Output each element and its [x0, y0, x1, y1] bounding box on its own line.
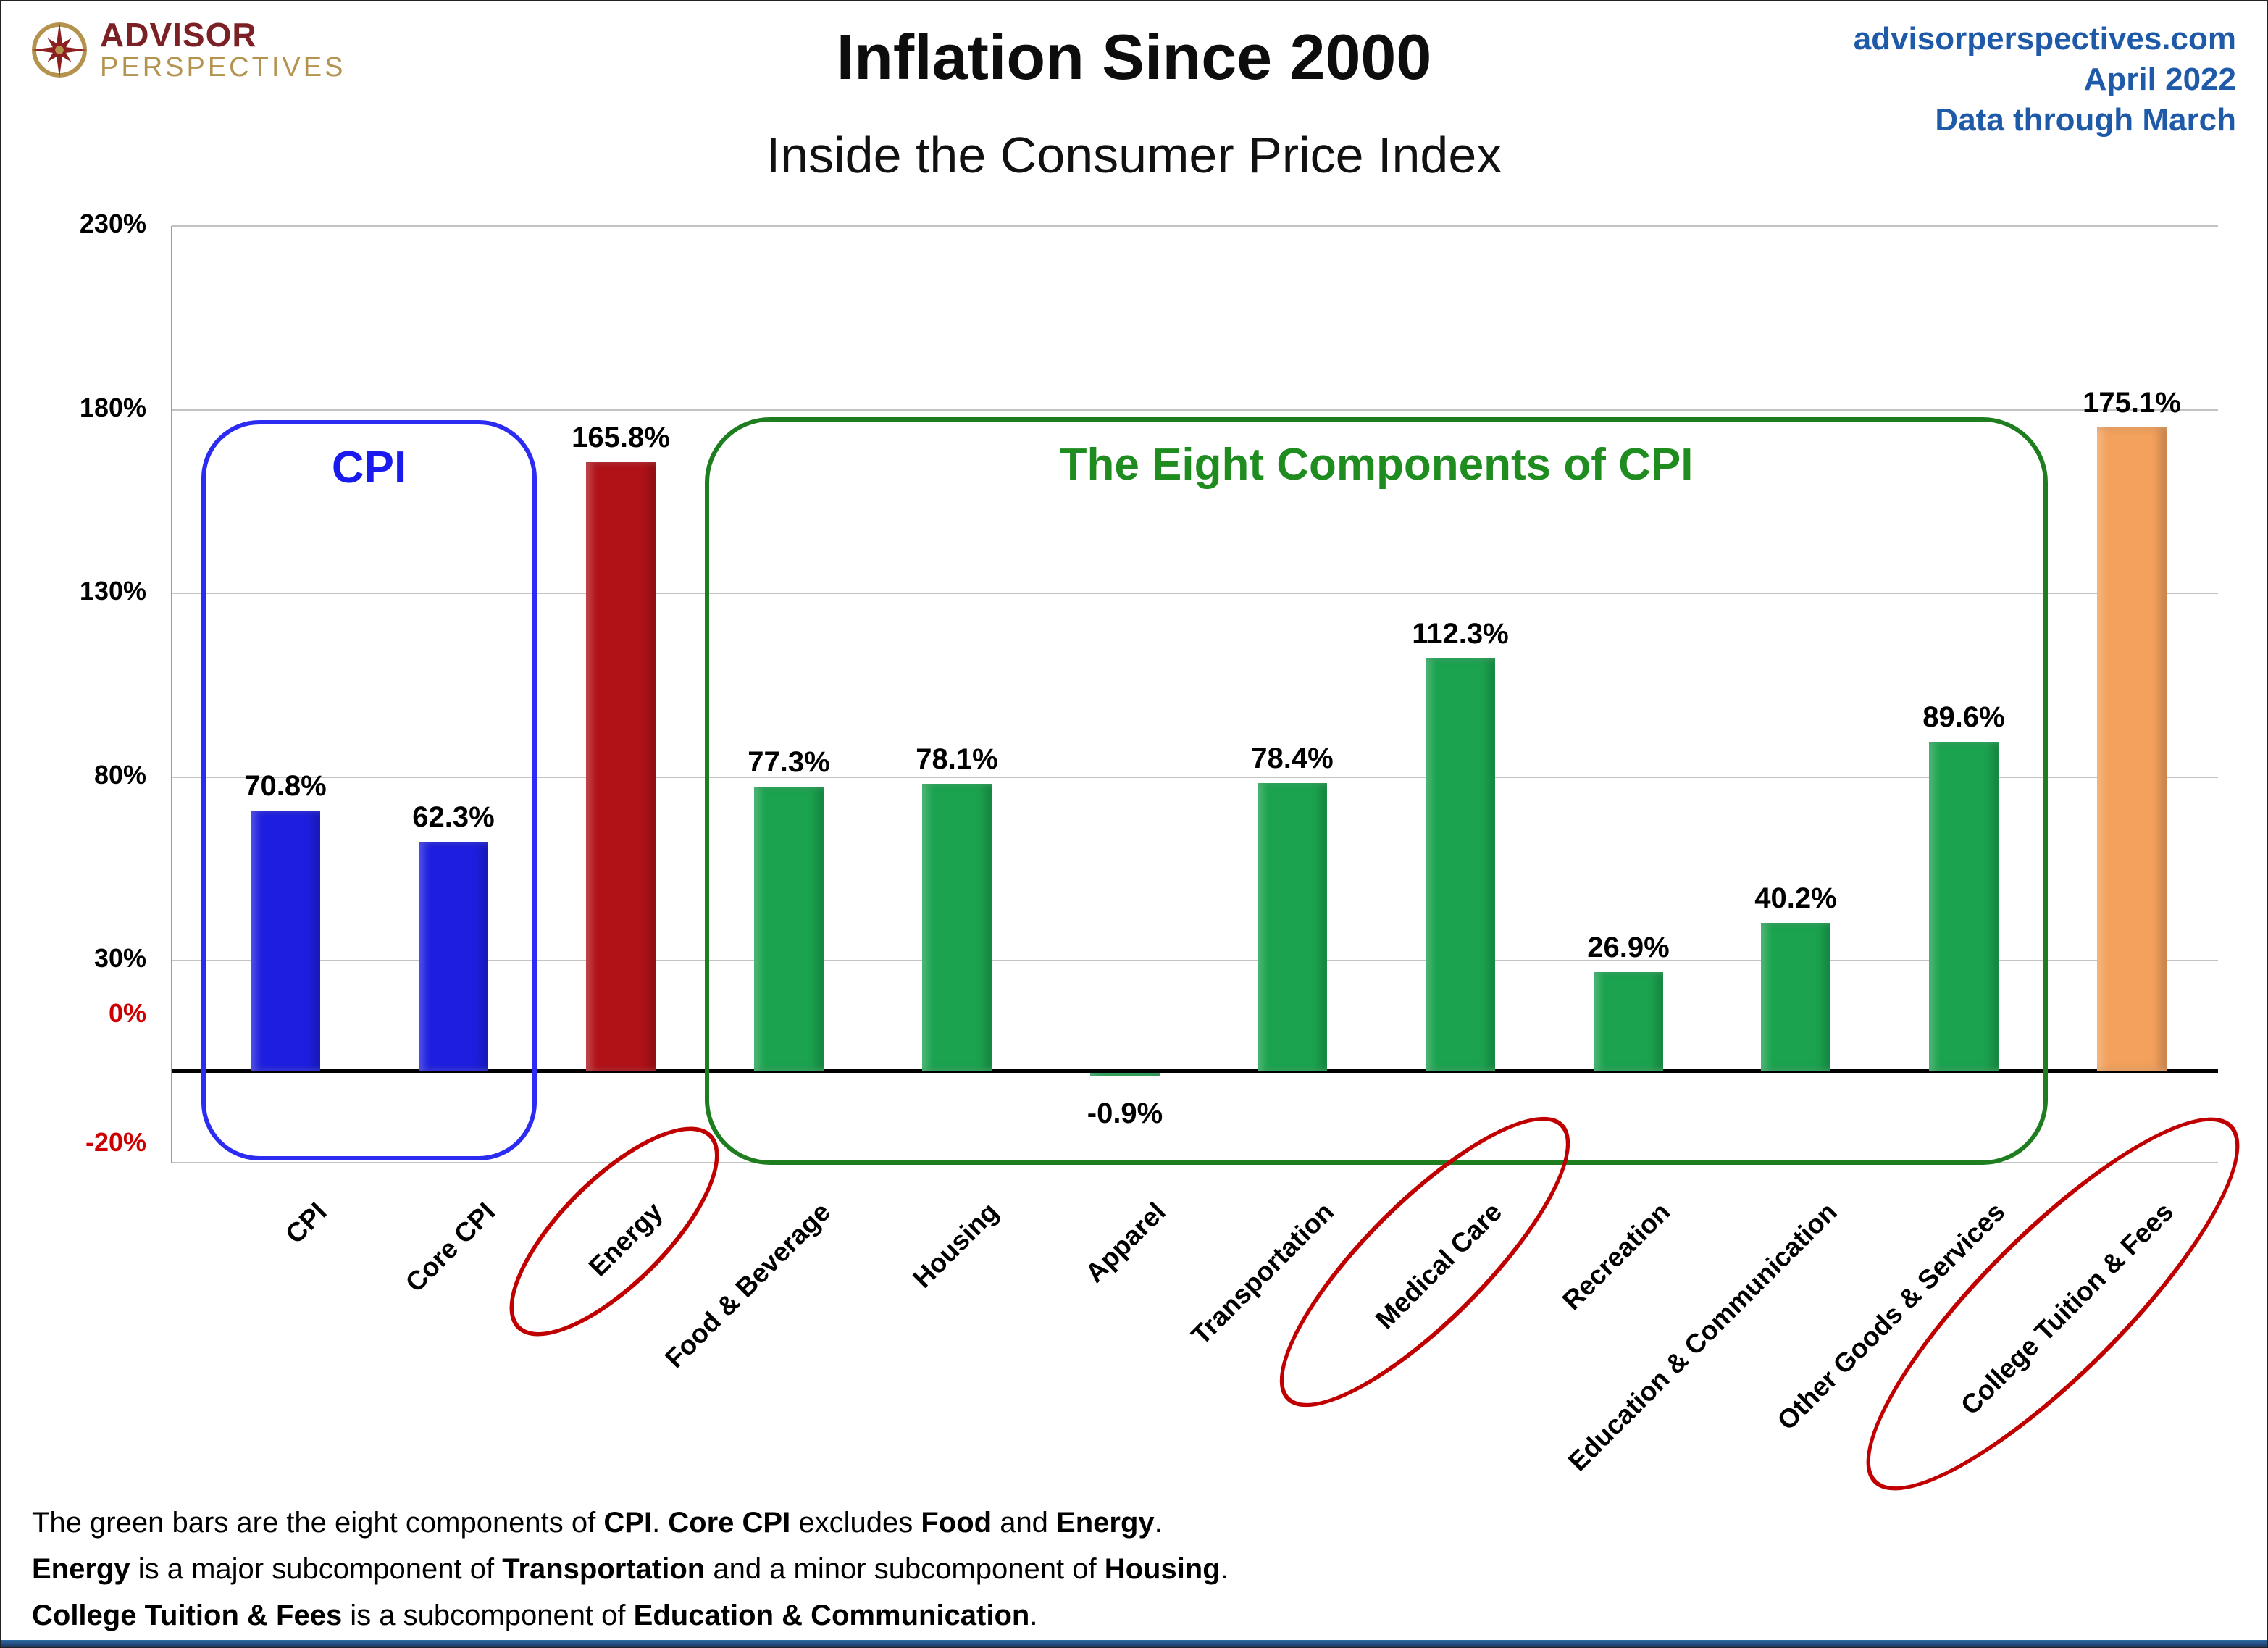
y-axis-label: -20% — [85, 1127, 146, 1157]
bar — [1594, 972, 1663, 1071]
y-axis-line — [171, 226, 172, 1163]
logo-text: ADVISOR PERSPECTIVES — [100, 17, 346, 83]
bar — [754, 787, 824, 1071]
source-block: advisorperspectives.com April 2022 Data … — [1854, 19, 2236, 141]
bar — [1258, 783, 1327, 1071]
bar-value-label: 26.9% — [1587, 932, 1670, 963]
logo-perspectives: PERSPECTIVES — [100, 52, 346, 83]
x-axis-label: CPI — [280, 1197, 332, 1250]
bottom-accent-bar — [1, 1640, 2267, 1647]
bar-value-label: 89.6% — [1922, 701, 2005, 733]
y-axis-label: 80% — [93, 760, 146, 790]
logo-advisor: ADVISOR — [100, 16, 257, 54]
y-axis-label: 230% — [79, 209, 146, 238]
x-axis-label: Recreation — [1556, 1197, 1675, 1316]
gridline — [172, 593, 2218, 594]
components-annotation-label: The Eight Components of CPI — [1059, 440, 1694, 490]
bar — [922, 784, 992, 1071]
bar-value-label: 77.3% — [748, 746, 830, 778]
chart-subtitle: Inside the Consumer Price Index — [766, 127, 1502, 183]
advisor-perspectives-logo: ADVISOR PERSPECTIVES — [30, 17, 346, 83]
bar-value-label: 112.3% — [1412, 618, 1509, 650]
chart-title: Inflation Since 2000 — [836, 21, 1432, 93]
footnote-line: The green bars are the eight components … — [32, 1507, 1163, 1539]
source-note: Data through March — [1935, 102, 2236, 138]
bar — [586, 462, 656, 1071]
bar — [1426, 658, 1495, 1071]
bar-value-label: 40.2% — [1754, 882, 1837, 914]
zero-line — [172, 1069, 2218, 1073]
compass-rose-icon — [31, 22, 88, 78]
bar-value-label: 78.4% — [1251, 743, 1334, 774]
cpi-annotation-label: CPI — [331, 443, 407, 493]
footnotes: The green bars are the eight components … — [32, 1499, 1229, 1639]
gridline — [172, 225, 2218, 227]
y-axis-label: 180% — [79, 393, 146, 422]
footnote-line: Energy is a major subcomponent of Transp… — [32, 1553, 1229, 1585]
bar-value-label: 175.1% — [2083, 387, 2181, 419]
x-axis-label: Housing — [907, 1197, 1004, 1294]
y-axis-label: 30% — [93, 943, 146, 973]
source-date: April 2022 — [2083, 62, 2236, 97]
bar — [1090, 1073, 1160, 1076]
bar-value-label: 62.3% — [412, 801, 495, 833]
footnote-line: College Tuition & Fees is a subcomponent… — [32, 1599, 1038, 1631]
bar-value-label: -0.9% — [1087, 1097, 1163, 1129]
gridline — [172, 960, 2218, 961]
gridline — [172, 777, 2218, 778]
x-axis-label: Core CPI — [399, 1197, 501, 1298]
cpi-annotation-box — [201, 420, 537, 1160]
y-axis-label: 130% — [79, 576, 146, 606]
x-axis-label: Education & Communication — [1562, 1197, 1843, 1477]
source-site: advisorperspectives.com — [1853, 21, 2236, 57]
bar — [251, 811, 320, 1071]
bar-value-label: 78.1% — [916, 743, 998, 775]
bar — [2097, 427, 2167, 1071]
y-axis-label: 0% — [108, 998, 146, 1028]
components-annotation-box — [705, 417, 2048, 1165]
x-axis-label: Apparel — [1079, 1197, 1171, 1289]
bar-value-label: 165.8% — [572, 422, 670, 453]
bar — [1761, 923, 1830, 1071]
bar — [1929, 742, 1999, 1071]
bar-value-label: 70.8% — [244, 770, 327, 802]
bar — [419, 842, 488, 1071]
gridline — [172, 409, 2218, 411]
